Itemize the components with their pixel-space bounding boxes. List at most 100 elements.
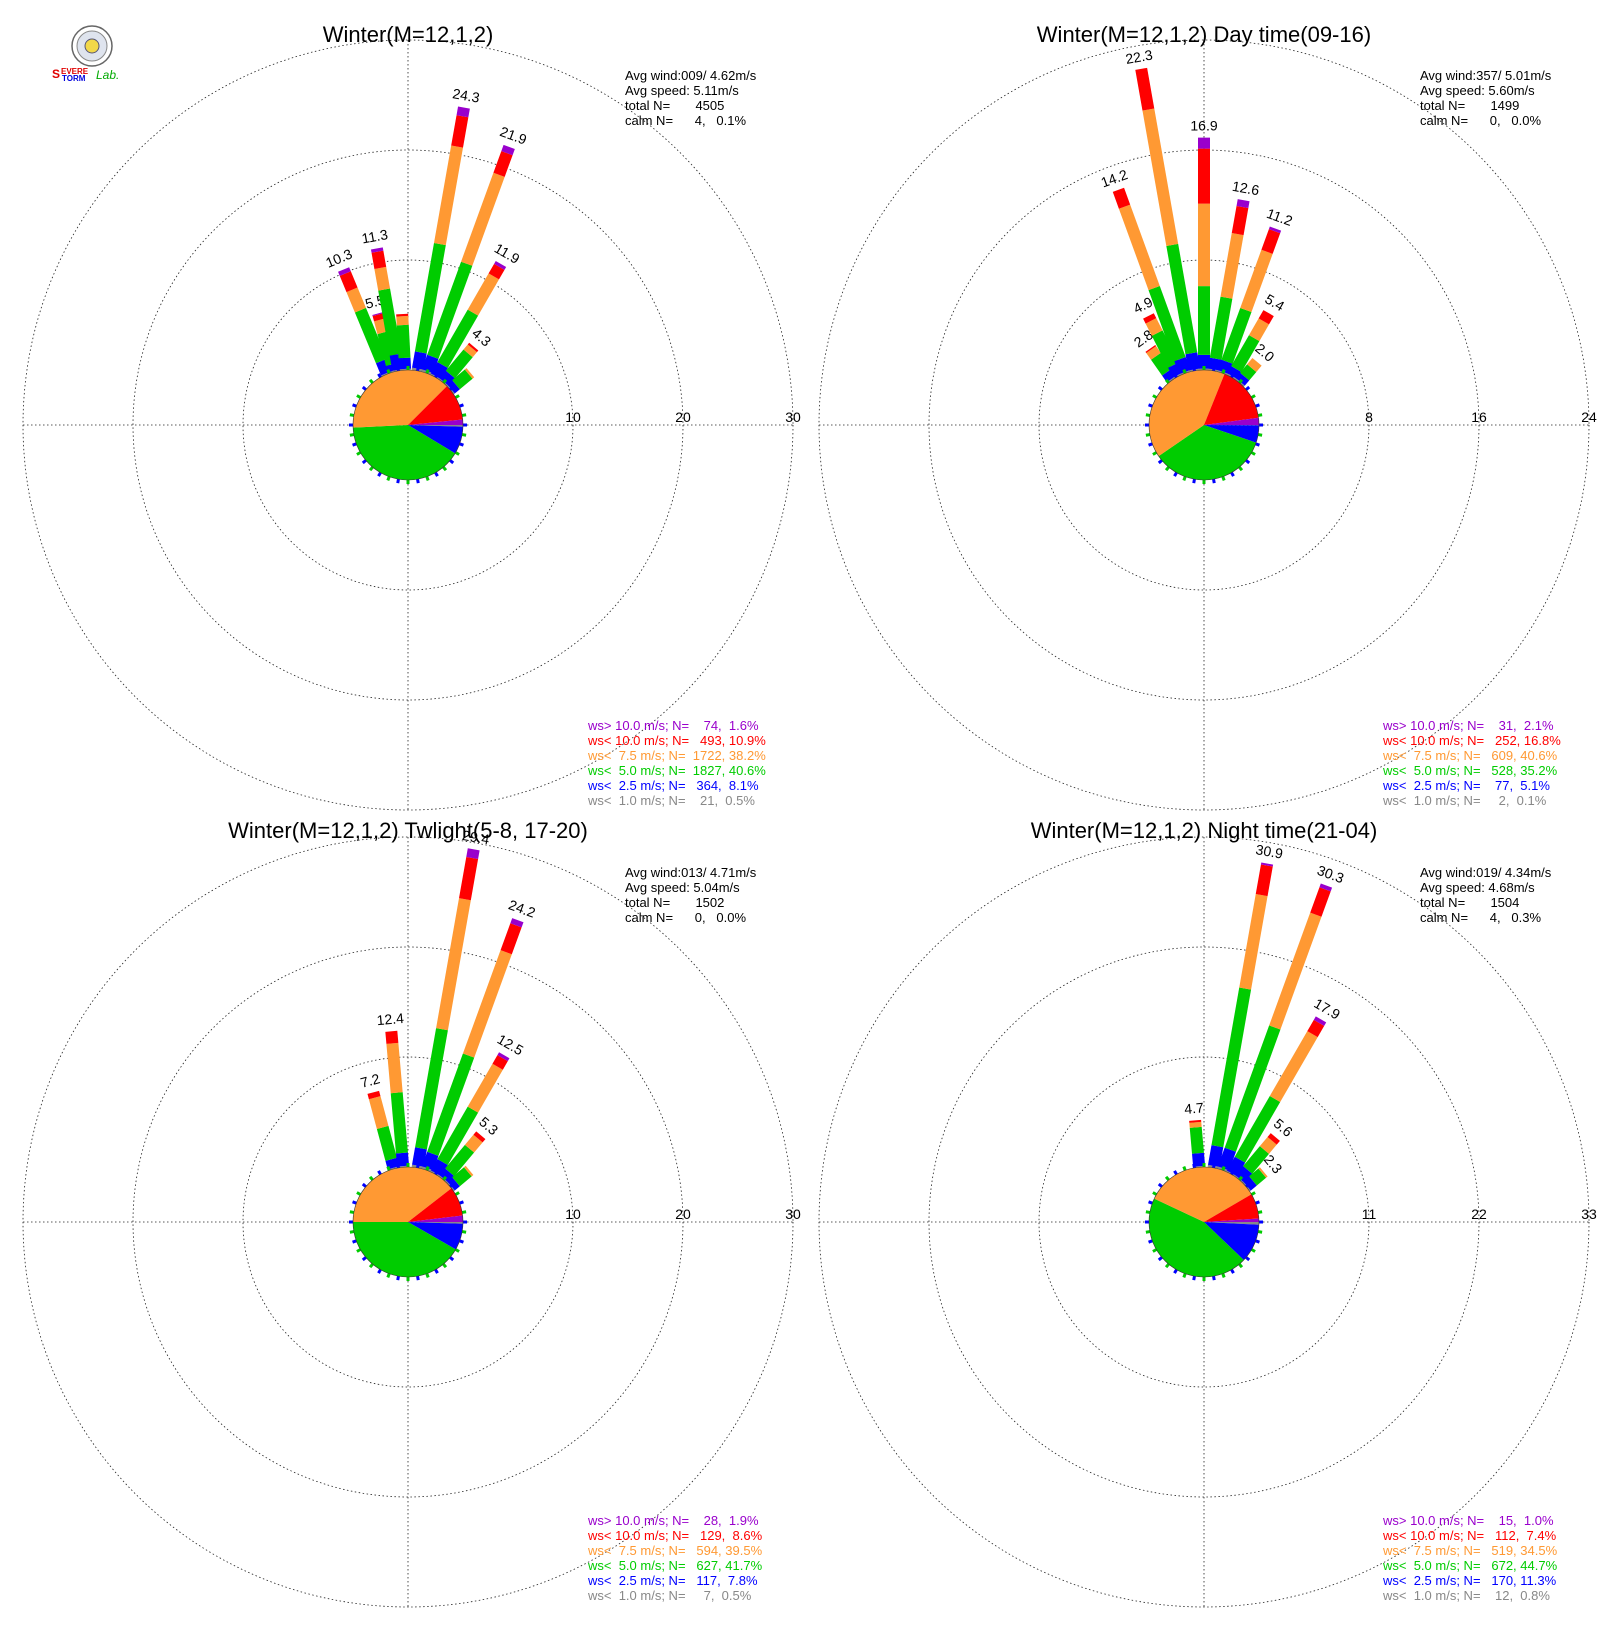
bar-value-label: 22.3: [1124, 46, 1154, 67]
wind-bar-segment: [1261, 229, 1281, 254]
wind-bar-segment: [396, 324, 411, 359]
stats-line: calm N= 0, 0.0%: [625, 910, 746, 925]
svg-text:Lab.: Lab.: [96, 68, 119, 82]
edge-tick: [416, 478, 420, 484]
edge-tick: [356, 1191, 362, 1196]
edge-tick: [459, 1239, 464, 1244]
wind-bar-segment: [1145, 344, 1157, 353]
pie-slice: [1148, 1198, 1244, 1277]
edge-tick: [352, 1200, 357, 1205]
wind-bar-segment: [1234, 1096, 1281, 1163]
edge-tick: [425, 1166, 430, 1171]
edge-tick: [461, 433, 467, 437]
pie-slice: [408, 425, 463, 427]
edge-tick: [349, 1210, 355, 1214]
stats-line: calm N= 4, 0.3%: [1420, 910, 1541, 925]
pie-slice: [353, 425, 456, 480]
stats-line: total N= 1504: [1420, 895, 1519, 910]
edge-tick: [434, 373, 439, 379]
legend-entry: ws< 5.0 m/s; N= 528, 35.2%: [1382, 763, 1558, 778]
legend-entry: ws< 7.5 m/s; N= 1722, 38.2%: [587, 748, 766, 763]
edge-tick: [1152, 394, 1158, 399]
wind-bar-segment: [492, 1055, 508, 1070]
svg-text:EVERE: EVERE: [61, 67, 89, 76]
edge-tick: [1230, 1170, 1235, 1176]
edge-tick: [1245, 459, 1251, 465]
edge-tick: [1257, 1210, 1263, 1214]
wind-bar-segment: [1192, 1152, 1206, 1167]
bar-value-label: 7.2: [359, 1070, 382, 1091]
edge-tick: [442, 1263, 448, 1269]
edge-tick: [1245, 1182, 1251, 1188]
ring-label: 30: [785, 409, 801, 425]
ring-label: 24: [1581, 409, 1597, 425]
edge-tick: [386, 369, 391, 374]
stats-line: calm N= 4, 0.1%: [625, 113, 746, 128]
edge-tick: [1182, 476, 1187, 481]
edge-tick: [459, 442, 464, 447]
stats-line: Avg speed: 4.68m/s: [1420, 880, 1535, 895]
edge-tick: [1145, 1230, 1151, 1234]
edge-tick: [368, 378, 374, 384]
pie-slice: [408, 1188, 463, 1222]
edge-tick: [396, 1163, 400, 1169]
wind-bar-segment: [1146, 346, 1161, 360]
pie-slice: [1204, 1222, 1259, 1260]
legend-entry: ws< 7.5 m/s; N= 519, 34.5%: [1382, 1543, 1558, 1558]
wind-bar-segment: [1207, 1145, 1224, 1167]
ring-label: 10: [565, 1206, 581, 1222]
legend-entry: ws< 10.0 m/s; N= 112, 7.4%: [1382, 1528, 1557, 1543]
edge-tick: [1182, 369, 1187, 374]
edge-tick: [361, 1256, 367, 1262]
wind-bar-segment: [1135, 67, 1155, 111]
pie-slice: [1154, 1167, 1252, 1222]
wind-bar-segment: [372, 312, 386, 322]
legend-entry: ws> 10.0 m/s; N= 28, 1.9%: [587, 1513, 759, 1528]
edge-tick: [377, 471, 382, 477]
bar-value-label: 10.3: [323, 245, 354, 270]
wind-bar-segment: [1258, 1167, 1268, 1178]
wind-bar-segment: [1231, 335, 1260, 373]
edge-tick: [1157, 459, 1163, 465]
wind-bar-segment: [462, 950, 512, 1058]
pie-slice: [408, 419, 463, 425]
edge-tick: [1230, 1268, 1235, 1274]
wind-bar-segment: [436, 898, 471, 1031]
legend-entry: ws< 1.0 m/s; N= 21, 0.5%: [587, 793, 755, 808]
edge-tick: [356, 394, 362, 399]
wind-bar-segment: [367, 1090, 381, 1100]
ring-label: 20: [675, 409, 691, 425]
edge-tick: [1221, 1166, 1226, 1171]
wind-bar-segment: [437, 309, 479, 368]
edge-tick: [356, 451, 362, 456]
pie-slice: [353, 1167, 452, 1222]
legend-entry: ws> 10.0 m/s; N= 74, 1.6%: [587, 718, 759, 733]
wind-bar-segment: [1209, 296, 1233, 360]
pie-slice: [408, 1222, 463, 1224]
wind-bar-segment: [1235, 372, 1250, 386]
wind-bar-segment: [338, 267, 351, 276]
wind-bar-segment: [1267, 1133, 1280, 1145]
edge-tick: [434, 1170, 439, 1176]
pie-slice: [1204, 425, 1259, 443]
bar-value-label: 21.9: [498, 123, 529, 147]
bar-value-label: 11.2: [1265, 205, 1295, 229]
legend-entry: ws< 2.5 m/s; N= 364, 8.1%: [587, 778, 759, 793]
chart-title: Winter(M=12,1,2): [323, 22, 494, 47]
legend-entry: ws< 5.0 m/s; N= 1827, 40.6%: [587, 763, 766, 778]
wind-bar-segment: [427, 1053, 475, 1156]
wind-bar-segment: [1221, 307, 1252, 364]
pie-outline: [1148, 1166, 1260, 1278]
edge-tick: [1157, 385, 1163, 391]
wind-bar-segment: [1240, 364, 1257, 381]
bar-value-label: 14.2: [1099, 166, 1130, 190]
pie-outline: [352, 1166, 464, 1278]
wind-bar-segment: [1189, 1121, 1202, 1128]
wind-bar-segment: [1112, 187, 1131, 209]
ring-label: 33: [1581, 1206, 1597, 1222]
ring-label: 30: [785, 1206, 801, 1222]
edge-tick: [1250, 394, 1256, 399]
wind-bar-segment: [451, 115, 469, 148]
edge-tick: [454, 394, 460, 399]
edge-tick: [1250, 1248, 1256, 1253]
